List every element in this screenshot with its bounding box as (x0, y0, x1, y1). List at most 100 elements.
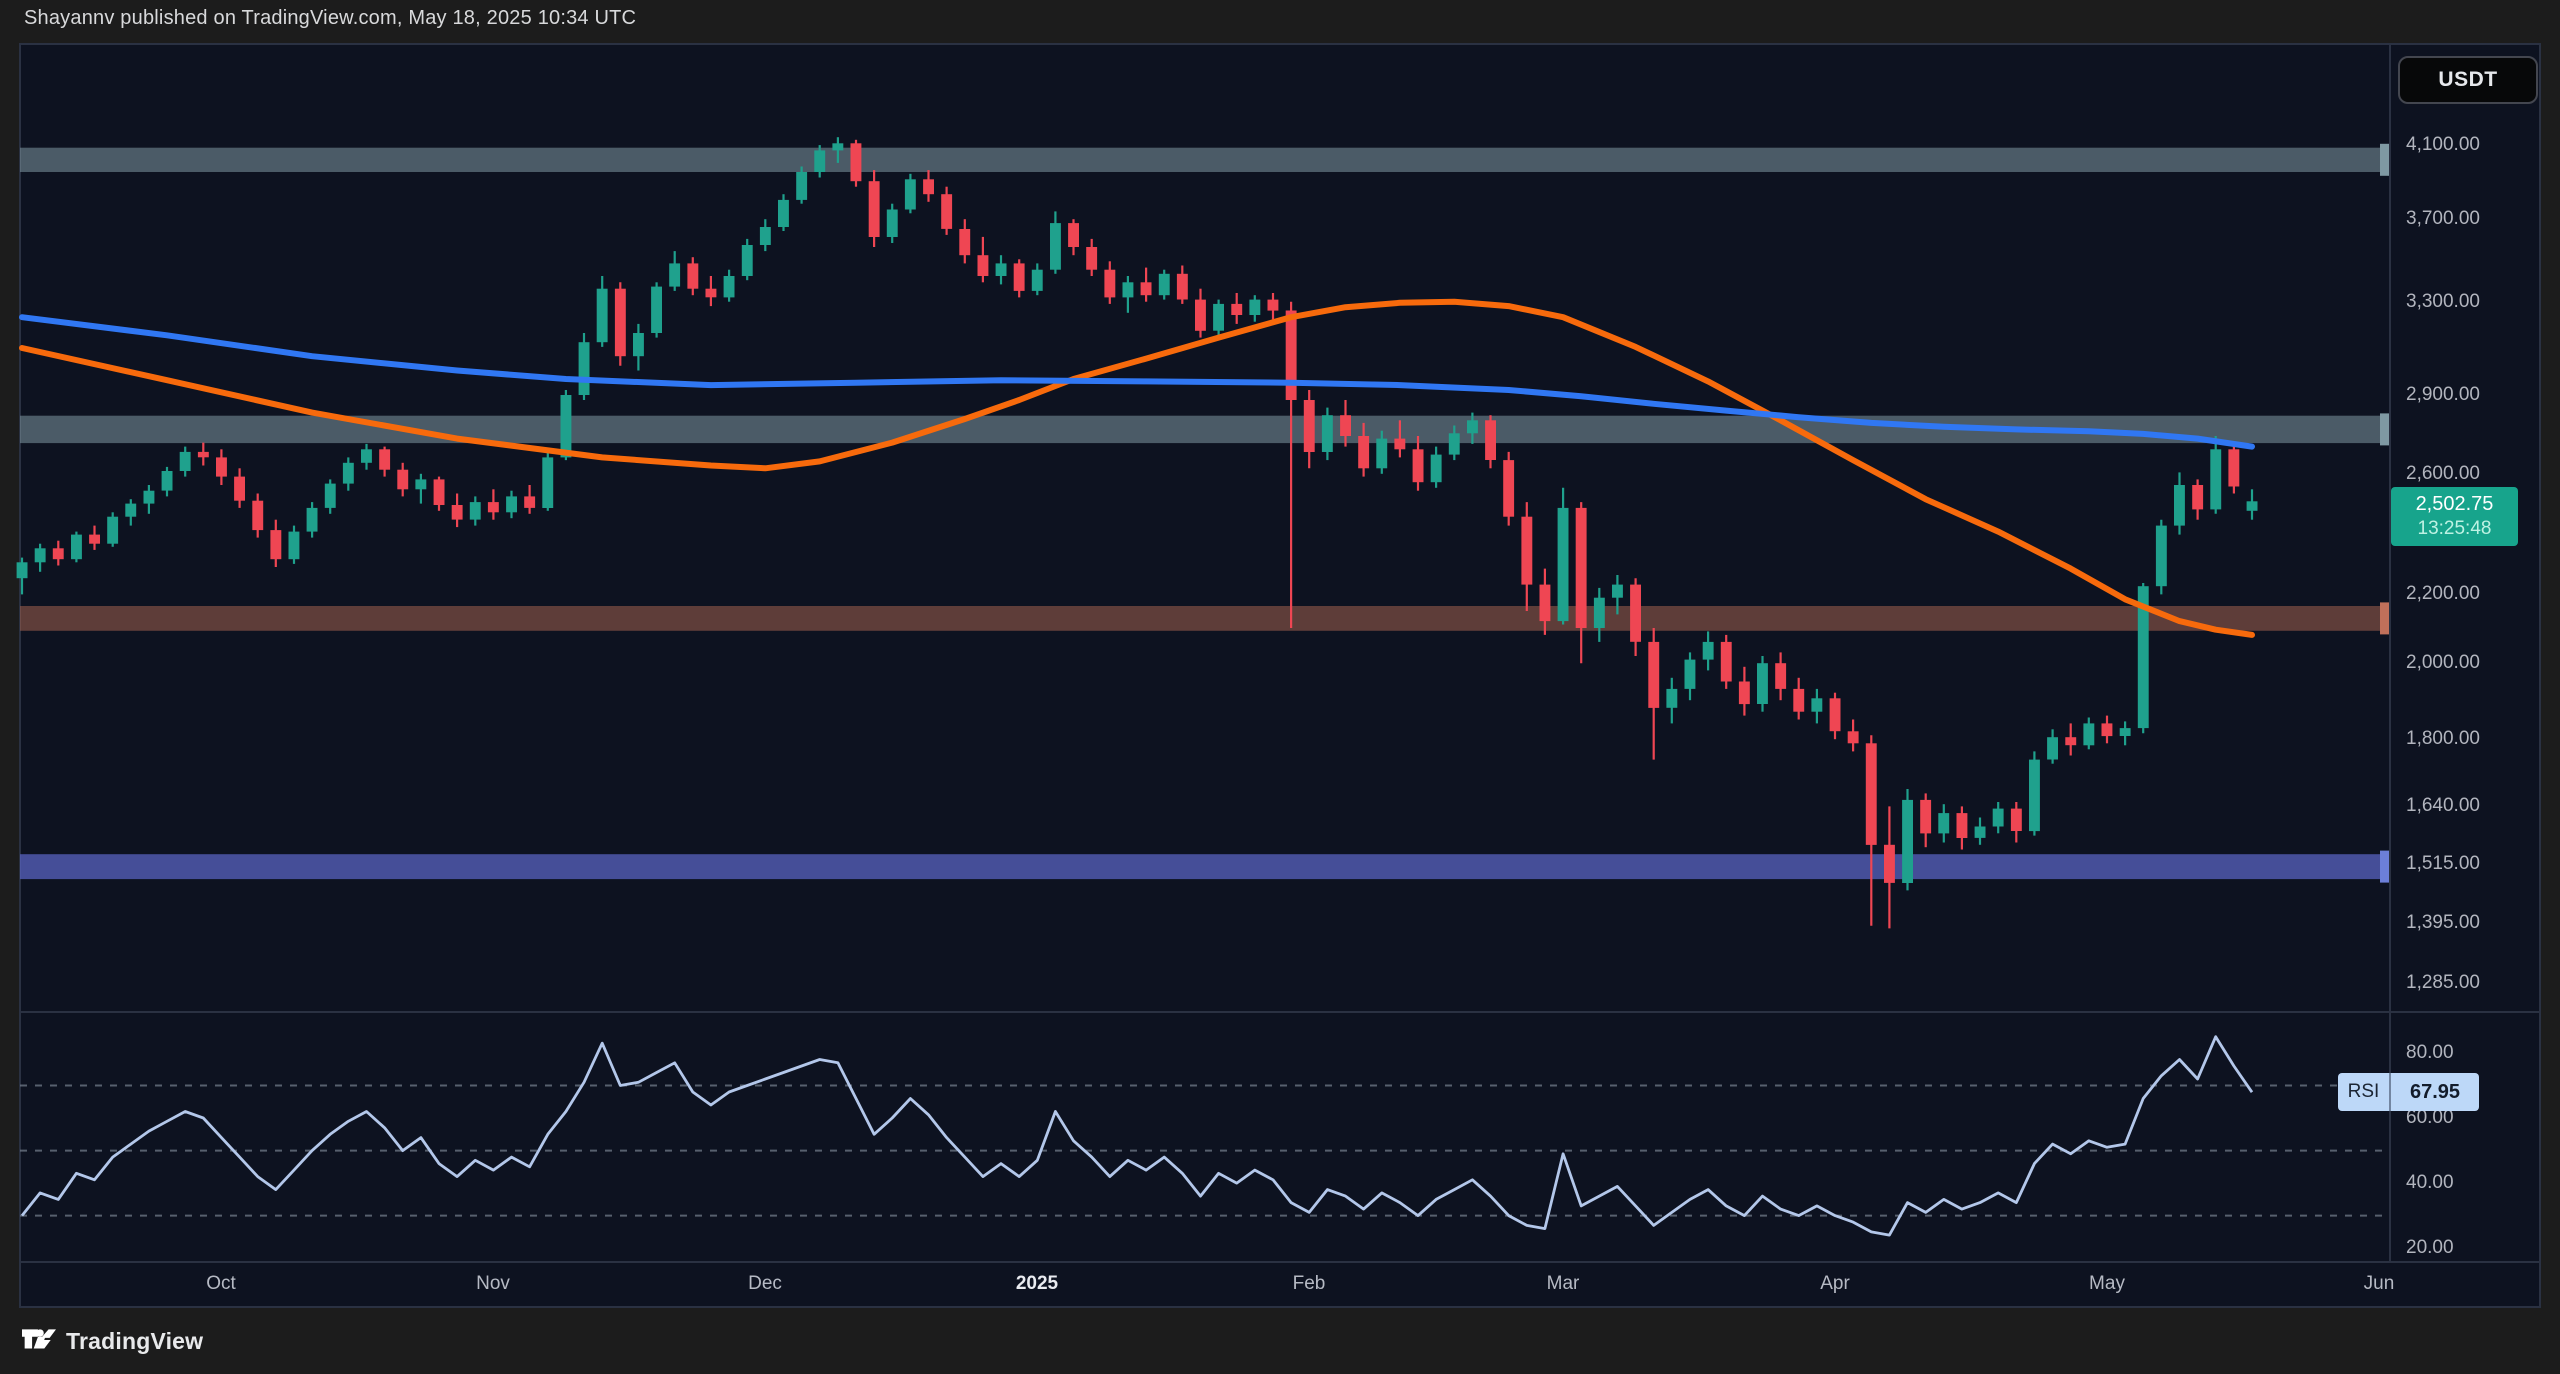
candle-body (433, 479, 445, 505)
candle-body (1394, 438, 1406, 450)
candle-body (614, 288, 626, 357)
candle-body (850, 143, 862, 182)
candle-body (1829, 698, 1841, 732)
candle-body (524, 496, 536, 508)
candle-body (651, 286, 662, 333)
candle-body (71, 534, 82, 560)
candle-body (1140, 282, 1152, 296)
candle-body (451, 505, 463, 520)
quote-currency-button[interactable]: USDT (2398, 56, 2538, 104)
candle-body (234, 476, 245, 501)
candle-body (1249, 299, 1261, 315)
candle-body (959, 229, 971, 256)
candle-body (1938, 813, 1950, 834)
candle-body (1575, 507, 1587, 628)
candle-body (125, 503, 137, 517)
candle-body (1738, 681, 1750, 705)
candle-body (1158, 273, 1170, 296)
candle-body (179, 451, 191, 471)
candle-body (1485, 420, 1496, 460)
candle-body (1176, 273, 1188, 300)
candle-body (1104, 269, 1116, 298)
candle-body (560, 395, 572, 458)
candle-body (2137, 586, 2149, 729)
candle-body (216, 457, 227, 477)
candle-body (1086, 247, 1098, 270)
candle-body (397, 469, 409, 490)
candle-body (1448, 433, 1460, 455)
candle-body (252, 500, 264, 531)
candle-body (89, 534, 100, 544)
candle-body (1050, 223, 1061, 270)
candle-body (1847, 731, 1859, 744)
candle-body (1757, 663, 1768, 704)
candle-body (270, 530, 282, 560)
candle-body (1340, 415, 1351, 436)
candle-body (1557, 507, 1569, 622)
candle-body (542, 457, 554, 508)
candle-body (1231, 303, 1243, 315)
candle-body (832, 143, 844, 151)
candle-body (705, 288, 717, 298)
candle-body (2246, 501, 2258, 511)
candle-body (306, 507, 318, 532)
candle-body (977, 255, 989, 276)
candle-body (379, 449, 391, 470)
candle-body (1430, 454, 1442, 483)
candle-body (361, 449, 372, 463)
candle-body (342, 462, 354, 484)
ma-blue-line (19, 314, 2255, 450)
candle-body (1902, 799, 1913, 883)
support-zone-2120[interactable] (20, 606, 2390, 631)
candle-body (868, 181, 880, 237)
candle-body (1992, 808, 2004, 827)
candle-body (1068, 223, 1079, 247)
candle-body (1630, 584, 1641, 642)
candle-body (1793, 688, 1805, 712)
candle-body (2083, 723, 2095, 746)
candle-body (759, 227, 771, 245)
candle-body (2065, 737, 2077, 746)
candle-body (161, 471, 173, 491)
candle-body (2155, 525, 2167, 587)
rsi-line (20, 1035, 2254, 1237)
ma-orange-line (19, 298, 2255, 638)
candle-body (1013, 263, 1025, 291)
candle-body (814, 150, 826, 172)
candle-body (1920, 799, 1932, 834)
candle-body (578, 342, 590, 395)
candle-body (2029, 759, 2040, 832)
candle-body (778, 199, 789, 227)
candle-body (107, 516, 119, 544)
support-zone-1515-handle[interactable] (2380, 850, 2389, 883)
candle-body (923, 179, 934, 195)
candle-body (1503, 460, 1515, 517)
candle-body (34, 548, 46, 563)
resistance-zone-4000-handle[interactable] (2380, 143, 2389, 176)
candle-body (1775, 663, 1787, 689)
candle-body (1720, 641, 1732, 682)
tradingview-footer[interactable]: TradingView (22, 1326, 203, 1356)
candle-body (1666, 688, 1678, 708)
candle-body (1031, 269, 1043, 291)
candle-body (2192, 485, 2204, 510)
candle-body (1358, 436, 1370, 469)
published-header: Shayannv published on TradingView.com, M… (24, 7, 637, 29)
resistance-zone-2750-handle[interactable] (2380, 413, 2389, 446)
candle-body (1811, 698, 1823, 712)
candle-body (52, 548, 64, 560)
tradingview-logo-icon (22, 1329, 56, 1349)
candle-body (1539, 584, 1551, 622)
support-zone-1515[interactable] (20, 854, 2390, 880)
candle-body (469, 502, 481, 520)
candle-body (1612, 584, 1623, 598)
candle-body (2119, 728, 2131, 736)
candle-body (1412, 449, 1424, 483)
candle-body (487, 502, 499, 513)
resistance-zone-4000[interactable] (20, 147, 2390, 172)
support-zone-2120-handle[interactable] (2380, 602, 2389, 635)
candle-body (2210, 449, 2222, 510)
candle-body (2174, 485, 2185, 526)
